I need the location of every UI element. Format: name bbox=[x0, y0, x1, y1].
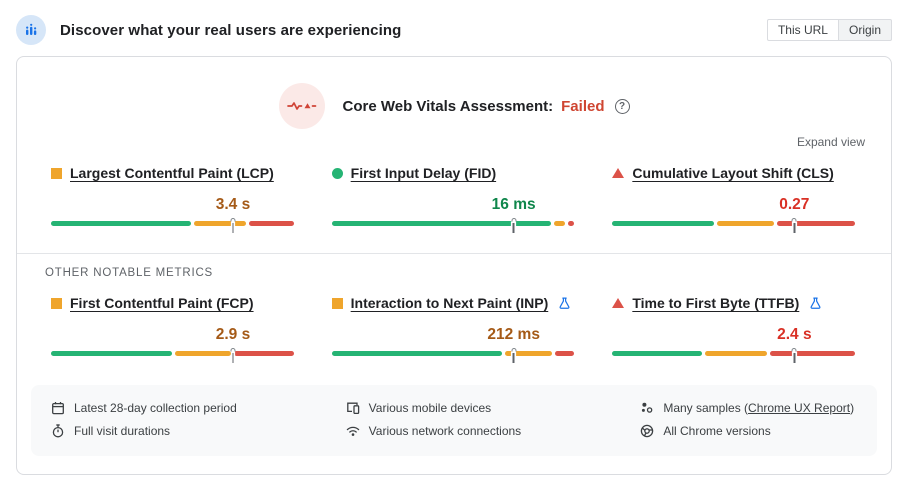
expand-view-link[interactable]: Expand view bbox=[796, 135, 865, 149]
samples-note: Many samples (Chrome UX Report) bbox=[640, 401, 877, 415]
collection-info-panel: Latest 28-day collection period Full vis… bbox=[31, 385, 877, 456]
p75-marker bbox=[230, 218, 236, 233]
fid-rating-icon bbox=[331, 167, 343, 179]
p75-marker bbox=[791, 348, 797, 363]
inp-distribution: 212 ms bbox=[331, 311, 575, 365]
calendar-icon bbox=[51, 401, 65, 415]
fcp-value: 2.9 s bbox=[215, 326, 251, 343]
p75-marker bbox=[511, 348, 517, 363]
visit-durations-note: Full visit durations bbox=[51, 424, 288, 438]
ttfb-rating-icon bbox=[612, 298, 625, 308]
metric-lcp: Largest Contentful Paint (LCP) 3.4 s bbox=[51, 165, 294, 235]
devices-icon bbox=[346, 401, 360, 415]
network-note: Various network connections bbox=[346, 424, 583, 438]
ttfb-link[interactable]: Time to First Byte (TTFB) bbox=[632, 295, 800, 311]
fcp-link[interactable]: First Contentful Paint (FCP) bbox=[70, 295, 254, 311]
metric-ttfb: Time to First Byte (TTFB) 2.4 s bbox=[612, 295, 855, 365]
fid-link[interactable]: First Input Delay (FID) bbox=[350, 165, 497, 181]
experimental-flask-icon bbox=[809, 297, 822, 310]
assessment-header: Core Web Vitals Assessment: Failed ? bbox=[17, 83, 891, 129]
real-users-icon bbox=[16, 15, 46, 45]
crux-report-link[interactable]: Chrome UX Report bbox=[748, 401, 851, 415]
chrome-versions-note: All Chrome versions bbox=[640, 424, 877, 438]
assessment-status: Failed bbox=[561, 97, 605, 115]
expand-view-row: Expand view bbox=[17, 133, 891, 151]
top-bar: Discover what your real users are experi… bbox=[0, 0, 908, 54]
collection-period-text: Latest 28-day collection period bbox=[74, 401, 237, 415]
wifi-icon bbox=[346, 424, 360, 438]
network-text: Various network connections bbox=[368, 424, 522, 438]
lcp-link[interactable]: Largest Contentful Paint (LCP) bbox=[70, 165, 274, 181]
metric-fcp: First Contentful Paint (FCP) 2.9 s bbox=[51, 295, 294, 365]
collection-period-note: Latest 28-day collection period bbox=[51, 401, 288, 415]
chrome-versions-text: All Chrome versions bbox=[663, 424, 771, 438]
ttfb-distribution: 2.4 s bbox=[612, 311, 855, 365]
chrome-icon bbox=[640, 424, 654, 438]
devices-text: Various mobile devices bbox=[368, 401, 492, 415]
p75-marker bbox=[791, 218, 797, 233]
devices-note: Various mobile devices bbox=[346, 401, 583, 415]
experimental-flask-icon bbox=[558, 297, 571, 310]
lcp-value: 3.4 s bbox=[215, 196, 251, 213]
stopwatch-icon bbox=[51, 424, 65, 438]
samples-icon bbox=[640, 401, 654, 415]
field-data-card: Core Web Vitals Assessment: Failed ? Exp… bbox=[16, 56, 892, 475]
fid-distribution: 16 ms bbox=[331, 181, 575, 235]
lcp-distribution: 3.4 s bbox=[51, 181, 294, 235]
cls-link[interactable]: Cumulative Layout Shift (CLS) bbox=[632, 165, 834, 181]
cls-value: 0.27 bbox=[779, 196, 810, 213]
samples-text: Many samples (Chrome UX Report) bbox=[663, 401, 855, 415]
fcp-rating-icon bbox=[51, 297, 62, 309]
metric-fid: First Input Delay (FID) 16 ms bbox=[331, 165, 575, 235]
inp-link[interactable]: Interaction to Next Paint (INP) bbox=[350, 295, 549, 311]
this-url-button[interactable]: This URL bbox=[766, 19, 839, 41]
assessment-title: Core Web Vitals Assessment: Failed ? bbox=[343, 98, 630, 115]
cls-rating-icon bbox=[612, 168, 625, 178]
p75-marker bbox=[230, 348, 236, 363]
visit-durations-text: Full visit durations bbox=[74, 424, 171, 438]
pulse-icon bbox=[278, 83, 325, 129]
other-metrics-row: First Contentful Paint (FCP) 2.9 s Inter… bbox=[17, 295, 891, 365]
lcp-rating-icon bbox=[51, 167, 62, 179]
fid-value: 16 ms bbox=[491, 196, 536, 213]
core-metrics-row: Largest Contentful Paint (LCP) 3.4 s Fir… bbox=[17, 165, 891, 235]
section-divider bbox=[17, 253, 891, 254]
help-icon[interactable]: ? bbox=[614, 98, 630, 114]
p75-marker bbox=[511, 218, 517, 233]
scope-toggle: This URL Origin bbox=[766, 19, 892, 41]
inp-rating-icon bbox=[331, 297, 343, 309]
page-title: Discover what your real users are experi… bbox=[60, 21, 402, 39]
origin-button[interactable]: Origin bbox=[838, 19, 892, 41]
other-metrics-heading: OTHER NOTABLE METRICS bbox=[45, 267, 214, 279]
ttfb-value: 2.4 s bbox=[777, 326, 812, 343]
cls-distribution: 0.27 bbox=[612, 181, 855, 235]
inp-value: 212 ms bbox=[487, 326, 540, 343]
metric-inp: Interaction to Next Paint (INP) 212 ms bbox=[331, 295, 575, 365]
assessment-title-text: Core Web Vitals Assessment: bbox=[342, 97, 554, 115]
fcp-distribution: 2.9 s bbox=[51, 311, 294, 365]
metric-cls: Cumulative Layout Shift (CLS) 0.27 bbox=[612, 165, 855, 235]
